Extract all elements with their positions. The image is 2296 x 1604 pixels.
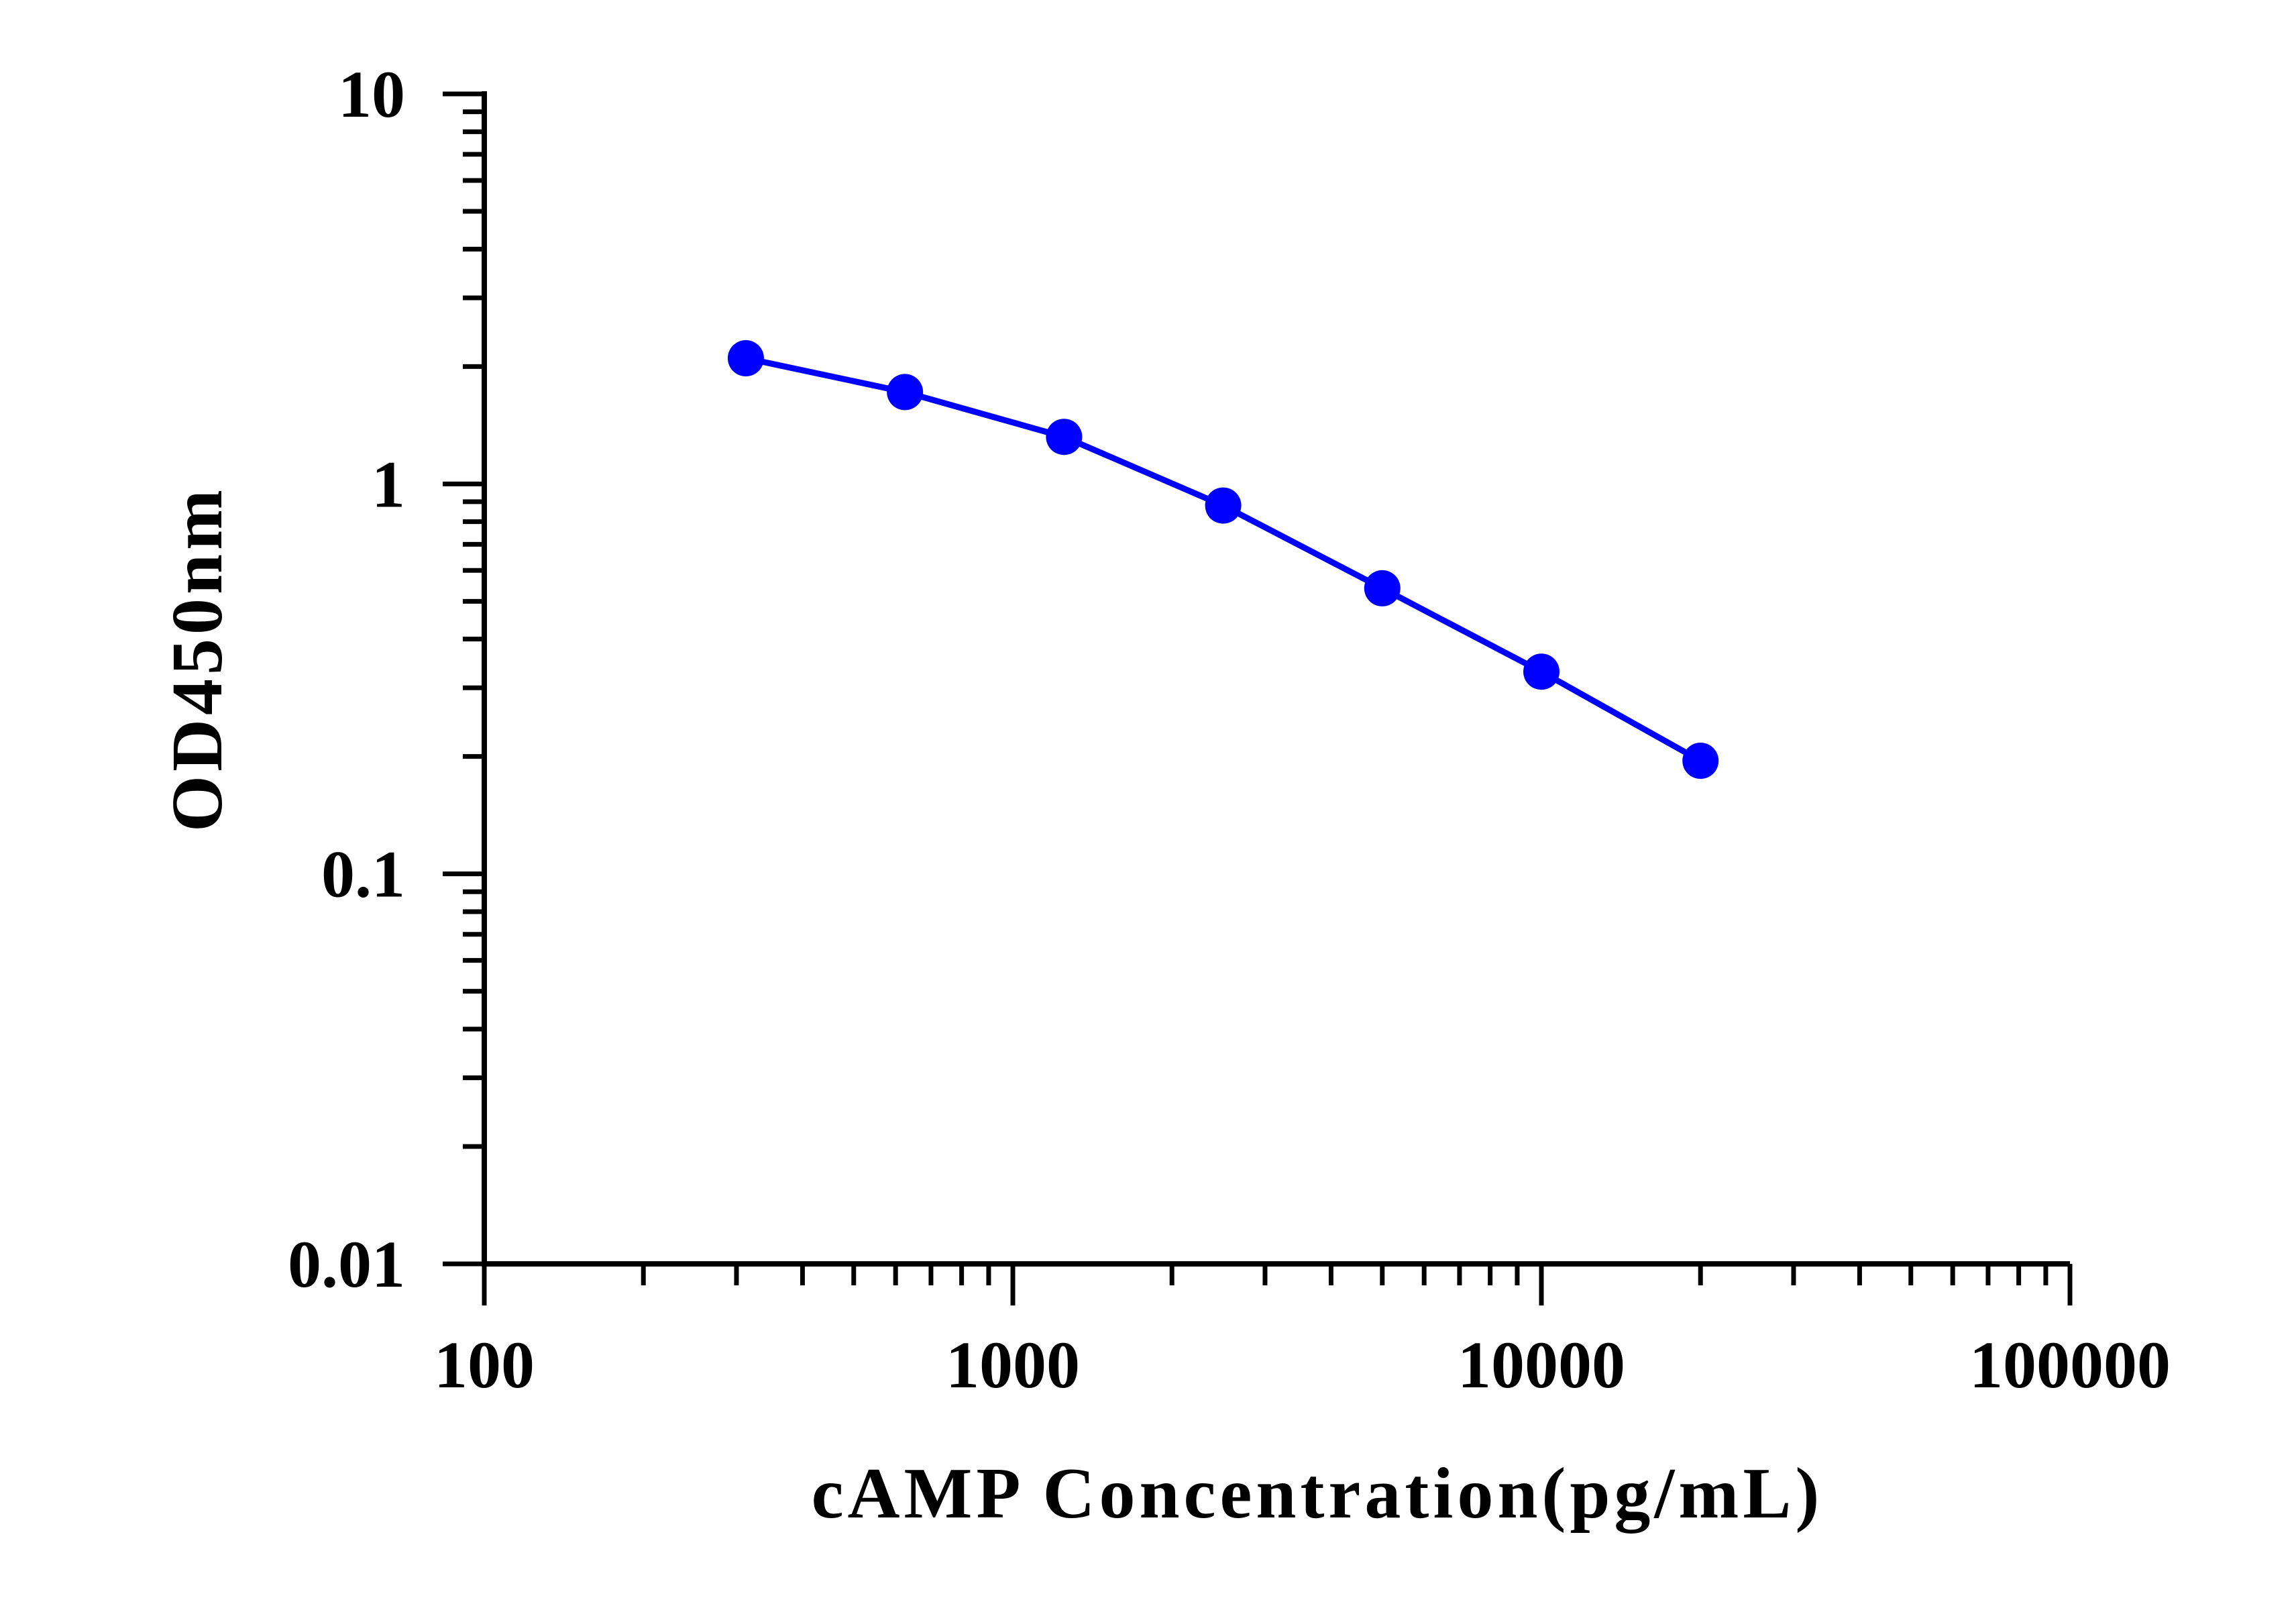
axes: 0.01 0.1 1 10 100 1000 10000 100000	[288, 57, 2171, 1402]
series-layer	[727, 340, 1719, 780]
x-tick-label: 100	[434, 1328, 535, 1402]
data-point	[1523, 653, 1560, 690]
x-axis-title: cAMP Concentration(pg/mL)	[812, 1454, 1824, 1534]
y-tick-label: 0.1	[321, 837, 405, 912]
data-point	[727, 340, 764, 377]
data-point	[1205, 487, 1242, 524]
y-tick-label: 1	[372, 447, 405, 521]
data-point	[1046, 419, 1083, 456]
y-tick-label: 10	[338, 57, 405, 131]
x-tick-label: 1000	[946, 1328, 1080, 1402]
data-point	[887, 374, 924, 411]
data-point	[1682, 743, 1719, 780]
y-axis-title: OD450nm	[158, 486, 237, 832]
x-tick-label: 100000	[1969, 1328, 2171, 1402]
x-tick-label: 10000	[1458, 1328, 1625, 1402]
series-line	[745, 355, 1702, 763]
y-tick-label: 0.01	[288, 1227, 405, 1301]
data-point	[1364, 570, 1401, 606]
